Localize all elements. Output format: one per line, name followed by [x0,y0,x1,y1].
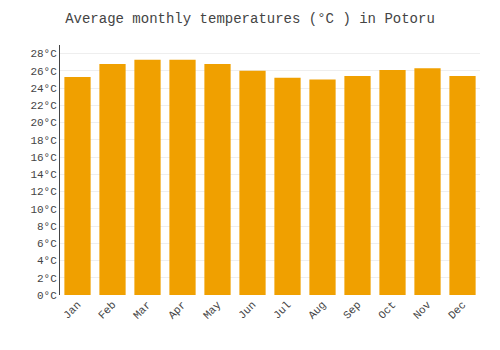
svg-text:Aug: Aug [306,299,328,321]
svg-text:20°C: 20°C [30,117,57,129]
svg-text:4°C: 4°C [37,255,57,267]
svg-text:16°C: 16°C [30,152,57,164]
svg-text:Oct: Oct [376,299,398,321]
svg-text:14°C: 14°C [30,169,57,181]
svg-text:2°C: 2°C [37,273,57,285]
svg-text:0°C: 0°C [37,290,57,302]
svg-text:Jun: Jun [236,299,258,321]
svg-text:8°C: 8°C [37,221,57,233]
svg-text:10°C: 10°C [30,204,57,216]
svg-text:May: May [201,299,224,322]
svg-text:24°C: 24°C [30,83,57,95]
svg-text:Jan: Jan [61,299,83,321]
svg-text:Sep: Sep [341,299,363,321]
svg-text:Nov: Nov [411,299,434,322]
svg-text:22°C: 22°C [30,100,57,112]
svg-text:28°C: 28°C [30,48,57,60]
svg-text:Average monthly temperatures (: Average monthly temperatures (°C ) in Po… [65,11,435,27]
svg-text:Dec: Dec [446,299,468,321]
svg-text:18°C: 18°C [30,135,57,147]
svg-text:6°C: 6°C [37,238,57,250]
svg-text:Apr: Apr [166,299,188,321]
svg-text:12°C: 12°C [30,186,57,198]
svg-text:Feb: Feb [96,299,118,321]
svg-text:26°C: 26°C [30,66,57,78]
svg-text:Mar: Mar [131,299,153,321]
svg-text:Jul: Jul [271,299,293,321]
